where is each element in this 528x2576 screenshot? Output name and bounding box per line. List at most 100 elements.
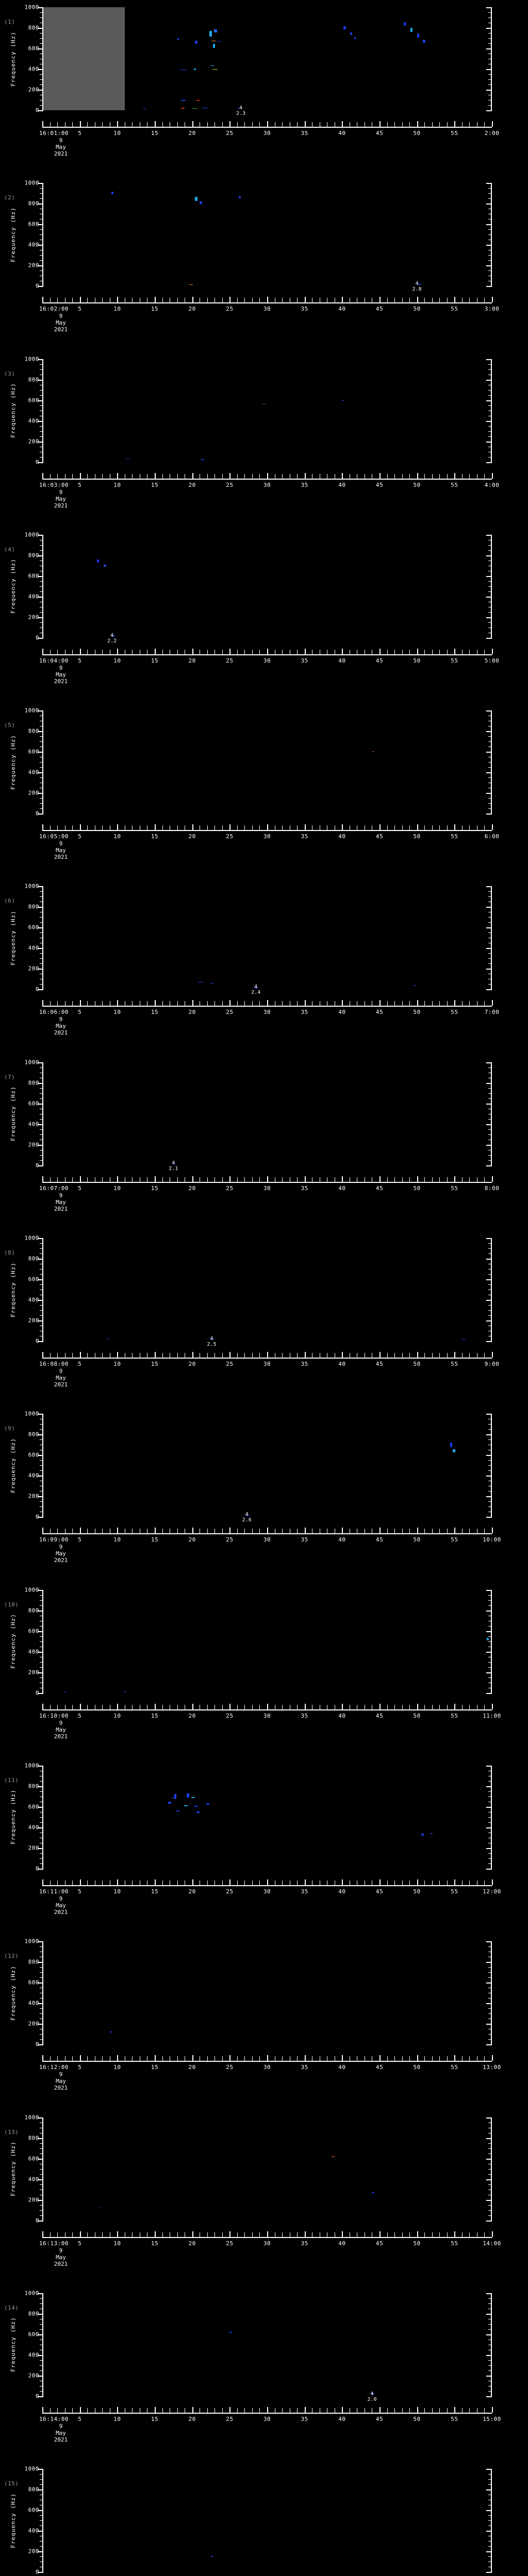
y-tick-label: 200 bbox=[28, 1669, 39, 1676]
y-tick bbox=[38, 420, 43, 422]
x-tick bbox=[432, 1529, 433, 1534]
x-tick-label: 30 bbox=[263, 2240, 271, 2247]
x-tick bbox=[102, 2056, 103, 2061]
x-tick bbox=[342, 472, 343, 479]
x-tick bbox=[132, 649, 133, 654]
x-tick bbox=[402, 1529, 403, 1534]
x-tick bbox=[409, 649, 410, 654]
y-tick bbox=[38, 1868, 43, 1870]
x-tick-label: 20 bbox=[188, 1009, 196, 1016]
y-tick bbox=[486, 2024, 492, 2025]
x-tick bbox=[237, 1001, 238, 1006]
y-tick bbox=[38, 1806, 43, 1808]
x-tick bbox=[267, 1176, 268, 1182]
x-tick bbox=[87, 2408, 88, 2413]
y-tick bbox=[40, 1491, 43, 1492]
x-tick-label: 35 bbox=[301, 130, 308, 137]
y-tick-label: 800 bbox=[28, 1607, 39, 1614]
y-tick bbox=[38, 2293, 43, 2294]
x-tick bbox=[394, 2408, 395, 2413]
x-tick bbox=[132, 1880, 133, 1885]
x-tick bbox=[237, 1353, 238, 1358]
x-tick-label: 45 bbox=[375, 1009, 384, 1016]
x-tick bbox=[439, 298, 440, 303]
y-tick bbox=[486, 1941, 492, 1943]
axis-date-stack: 9 May 2021 bbox=[54, 137, 68, 157]
x-tick bbox=[72, 2232, 73, 2237]
y-tick bbox=[38, 1827, 43, 1828]
x-tick bbox=[282, 1353, 283, 1358]
x-tick bbox=[469, 2056, 470, 2061]
x-tick-label: 35 bbox=[301, 481, 308, 488]
panel-number: (9) bbox=[4, 1425, 15, 1432]
x-tick bbox=[454, 472, 456, 479]
x-tick bbox=[192, 1352, 193, 1358]
y-tick bbox=[488, 2148, 492, 2149]
panel-9: (9) Frequency (Hz) 0 200 400 600 800 1000 4 2.6 16… bbox=[0, 1406, 528, 1582]
x-tick bbox=[192, 2055, 193, 2061]
y-tick bbox=[38, 1848, 43, 1849]
y-tick bbox=[38, 575, 43, 577]
x-tick bbox=[469, 473, 470, 479]
spectral-feature bbox=[237, 108, 242, 109]
y-axis-right bbox=[486, 7, 492, 111]
x-tick-label: 20 bbox=[188, 1361, 196, 1368]
panel-11: (11) Frequency (Hz) 0 200 400 600 800 1000 16:11… bbox=[0, 1758, 528, 1934]
y-tick bbox=[40, 2303, 43, 2304]
y-tick bbox=[488, 1460, 492, 1461]
x-tick-label: 50 bbox=[413, 657, 421, 664]
x-tick bbox=[304, 2231, 306, 2237]
y-tick-label: 200 bbox=[28, 1493, 39, 1500]
y-tick-label: 0 bbox=[35, 2568, 39, 2575]
x-axis-14 bbox=[42, 2406, 493, 2414]
y-tick bbox=[486, 886, 492, 888]
y-tick-label: 200 bbox=[28, 86, 39, 93]
x-tick bbox=[214, 298, 216, 303]
y-tick bbox=[486, 2044, 492, 2046]
x-axis-1 bbox=[42, 121, 493, 128]
y-tick bbox=[488, 2329, 492, 2330]
y-tick-label: 400 bbox=[28, 1121, 39, 1128]
y-tick bbox=[488, 2324, 492, 2325]
spectral-feature bbox=[184, 1805, 188, 1806]
y-tick bbox=[486, 1765, 492, 1767]
x-tick bbox=[492, 648, 493, 654]
y-axis-title: Frequency (Hz) bbox=[9, 183, 16, 286]
y-axis-title: Frequency (Hz) bbox=[9, 7, 16, 110]
x-tick bbox=[394, 1880, 395, 1885]
y-tick bbox=[40, 1129, 43, 1130]
y-tick bbox=[38, 927, 43, 929]
spectral-feature bbox=[211, 2556, 213, 2557]
spectral-feature bbox=[202, 107, 208, 109]
x-tick bbox=[484, 2232, 485, 2237]
x-tick-label: 10 bbox=[113, 2240, 121, 2247]
x-tick-label: 45 bbox=[375, 1361, 384, 1368]
spectral-feature bbox=[200, 201, 202, 204]
x-tick bbox=[394, 1704, 395, 1709]
y-tick bbox=[40, 74, 43, 75]
x-tick-label: 16:08:00 bbox=[39, 1361, 69, 1368]
x-tick bbox=[454, 121, 456, 127]
axis-date-stack: 9 May 2021 bbox=[54, 1719, 68, 1740]
x-tick bbox=[461, 2056, 463, 2061]
x-tick bbox=[447, 649, 448, 654]
x-tick bbox=[259, 1177, 260, 1182]
x-tick bbox=[162, 1880, 163, 1885]
x-tick bbox=[244, 1529, 245, 1534]
y-tick bbox=[40, 953, 43, 954]
y-tick bbox=[38, 534, 43, 536]
x-tick-label: 30 bbox=[263, 2064, 271, 2071]
x-tick bbox=[461, 298, 463, 303]
y-axis-title-text: Frequency (Hz) bbox=[9, 2141, 16, 2196]
spectral-feature bbox=[111, 191, 114, 194]
y-tick bbox=[38, 265, 43, 267]
y-tick bbox=[486, 948, 492, 950]
y-tick bbox=[38, 2469, 43, 2470]
y-tick bbox=[488, 1284, 492, 1285]
x-tick bbox=[469, 298, 470, 303]
x-tick bbox=[222, 122, 223, 127]
x-tick bbox=[192, 2406, 193, 2413]
y-tick bbox=[38, 1692, 43, 1694]
x-tick bbox=[484, 473, 485, 479]
y-tick bbox=[38, 772, 43, 774]
